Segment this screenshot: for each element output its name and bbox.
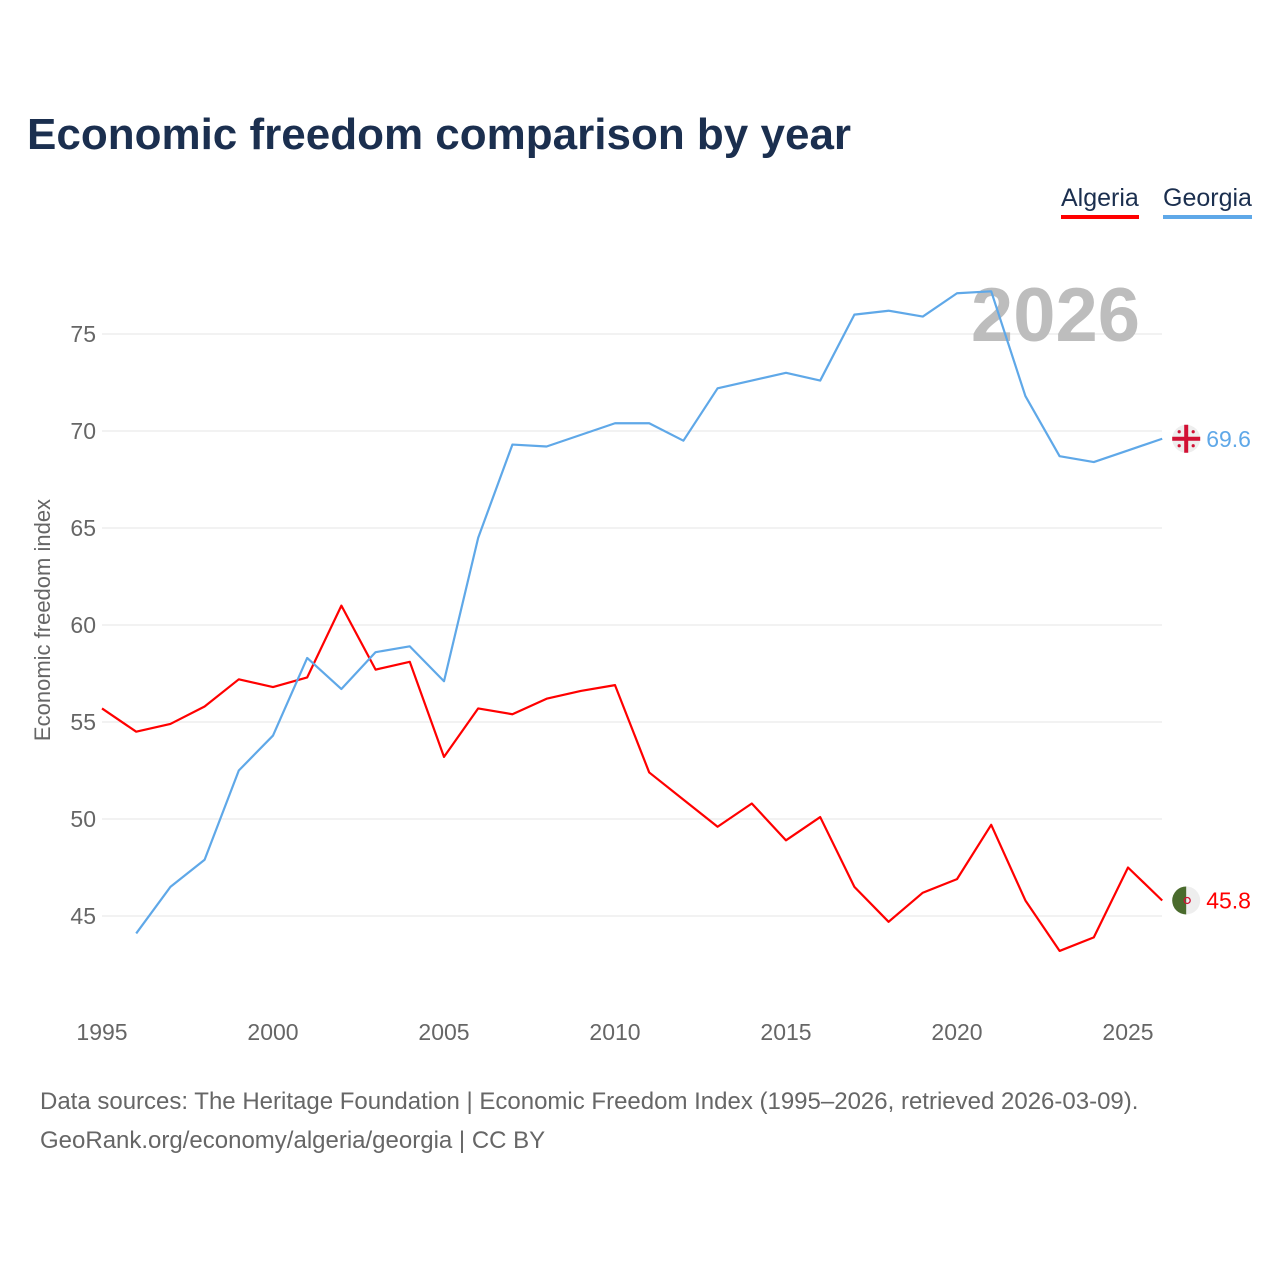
algeria-flag-icon xyxy=(1172,886,1201,915)
x-tick-label: 2005 xyxy=(418,1019,469,1045)
x-tick-label: 2025 xyxy=(1102,1019,1153,1045)
y-tick-label: 55 xyxy=(70,709,96,735)
source-line: Data sources: The Heritage Foundation | … xyxy=(40,1088,1139,1115)
x-tick-label: 1995 xyxy=(76,1019,127,1045)
y-tick-label: 50 xyxy=(70,806,96,832)
flag-crescent xyxy=(1183,896,1191,905)
y-tick-label: 75 xyxy=(70,321,96,347)
legend-algeria[interactable]: Algeria xyxy=(1061,184,1139,219)
source-url[interactable]: GeoRank.org/economy/algeria/georgia | CC… xyxy=(40,1127,546,1154)
year-watermark: 2026 xyxy=(971,273,1140,358)
y-tick-label: 60 xyxy=(70,612,96,638)
end-value-label-algeria: 45.8 xyxy=(1206,887,1251,913)
x-tick-label: 2015 xyxy=(760,1019,811,1045)
y-tick-label: 45 xyxy=(70,903,96,929)
x-tick-label: 2020 xyxy=(931,1019,982,1045)
chart-title: Economic freedom comparison by year xyxy=(27,110,852,159)
flag-small-cross xyxy=(1177,430,1181,434)
end-value-label-georgia: 69.6 xyxy=(1206,426,1251,452)
series-line-georgia xyxy=(135,290,1163,935)
flag-small-cross xyxy=(1191,430,1195,434)
series-line-algeria xyxy=(101,604,1163,953)
y-axis-label: Economic freedom index xyxy=(30,499,55,741)
flag-cross-h xyxy=(1172,436,1201,441)
y-tick-label: 70 xyxy=(70,418,96,444)
x-tick-label: 2010 xyxy=(589,1019,640,1045)
flag-green xyxy=(1172,886,1187,915)
x-tick-label: 2000 xyxy=(247,1019,298,1045)
georgia-flag-icon xyxy=(1172,424,1201,453)
legend-georgia[interactable]: Georgia xyxy=(1163,184,1252,219)
flag-small-cross xyxy=(1177,444,1181,448)
flag-small-cross xyxy=(1191,444,1195,448)
y-tick-label: 65 xyxy=(70,515,96,541)
